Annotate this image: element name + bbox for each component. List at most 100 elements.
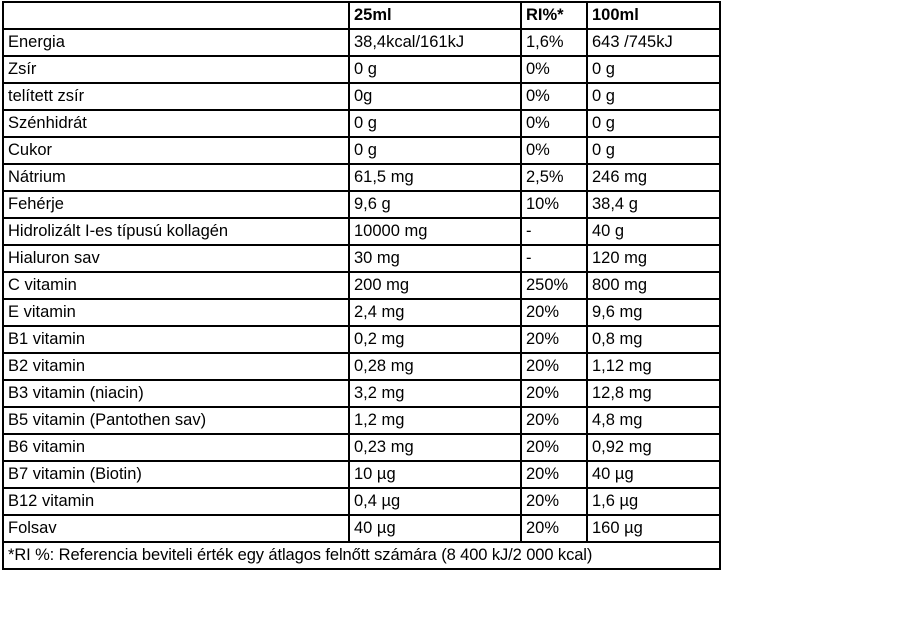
value-ri-percent: 0% [520,82,588,111]
value-ri-percent: 0% [520,136,588,165]
value-100ml: 0,92 mg [586,433,721,462]
value-100ml: 0 g [586,109,721,138]
table-row: Szénhidrát 0 g 0% 0 g [2,109,721,138]
table-row: Nátrium 61,5 mg 2,5% 246 mg [2,163,721,192]
table-row: Energia 38,4kcal/161kJ 1,6% 643 /745kJ [2,28,721,57]
value-25ml: 1,2 mg [348,406,522,435]
value-25ml: 30 mg [348,244,522,273]
value-100ml: 1,6 µg [586,487,721,516]
value-ri-percent: 20% [520,433,588,462]
ri-footnote: *RI %: Referencia beviteli érték egy átl… [2,541,721,570]
value-25ml: 61,5 mg [348,163,522,192]
column-header-100ml: 100ml [586,1,721,30]
table-row: Fehérje 9,6 g 10% 38,4 g [2,190,721,219]
value-25ml: 0g [348,82,522,111]
table-row: E vitamin 2,4 mg 20% 9,6 mg [2,298,721,327]
value-25ml: 9,6 g [348,190,522,219]
value-25ml: 0,28 mg [348,352,522,381]
value-25ml: 0,2 mg [348,325,522,354]
value-100ml: 12,8 mg [586,379,721,408]
table-row: B6 vitamin 0,23 mg 20% 0,92 mg [2,433,721,462]
nutrient-label: B2 vitamin [2,352,350,381]
value-100ml: 1,12 mg [586,352,721,381]
table-body: 25ml RI%* 100ml Energia 38,4kcal/161kJ 1,6% 64… [2,1,721,570]
value-100ml: 643 /745kJ [586,28,721,57]
table-row: Cukor 0 g 0% 0 g [2,136,721,165]
nutrition-facts-table: 25ml RI%* 100ml Energia 38,4kcal/161kJ 1,6% 64… [2,1,721,570]
nutrient-label: Folsav [2,514,350,543]
table-row: telített zsír 0g 0% 0 g [2,82,721,111]
nutrition-table-container: 25ml RI%* 100ml Energia 38,4kcal/161kJ 1,6% 64… [2,1,721,570]
value-ri-percent: - [520,217,588,246]
value-ri-percent: 250% [520,271,588,300]
value-100ml: 4,8 mg [586,406,721,435]
table-row: B7 vitamin (Biotin) 10 µg 20% 40 µg [2,460,721,489]
value-25ml: 10000 mg [348,217,522,246]
nutrient-label: Szénhidrát [2,109,350,138]
nutrient-label: telített zsír [2,82,350,111]
value-ri-percent: 20% [520,406,588,435]
nutrient-label: B12 vitamin [2,487,350,516]
table-header-row: 25ml RI%* 100ml [2,1,721,30]
value-100ml: 160 µg [586,514,721,543]
value-ri-percent: 1,6% [520,28,588,57]
value-ri-percent: 0% [520,109,588,138]
nutrient-label: B3 vitamin (niacin) [2,379,350,408]
value-ri-percent: 10% [520,190,588,219]
value-100ml: 0 g [586,82,721,111]
nutrient-label: Hialuron sav [2,244,350,273]
value-100ml: 40 g [586,217,721,246]
nutrient-label: Hidrolizált I-es típusú kollagén [2,217,350,246]
value-ri-percent: 20% [520,379,588,408]
value-25ml: 0 g [348,109,522,138]
footnote-row: *RI %: Referencia beviteli érték egy átl… [2,541,721,570]
table-row: B5 vitamin (Pantothen sav) 1,2 mg 20% 4,8 m… [2,406,721,435]
table-row: C vitamin 200 mg 250% 800 mg [2,271,721,300]
table-row: Folsav 40 µg 20% 160 µg [2,514,721,543]
value-ri-percent: 0% [520,55,588,84]
table-row: Hialuron sav 30 mg -120 mg [2,244,721,273]
value-25ml: 3,2 mg [348,379,522,408]
table-row: B3 vitamin (niacin) 3,2 mg 20% 12,8 mg [2,379,721,408]
value-25ml: 200 mg [348,271,522,300]
table-row: Zsír 0 g 0% 0 g [2,55,721,84]
value-ri-percent: 20% [520,514,588,543]
value-100ml: 0 g [586,136,721,165]
table-row: B1 vitamin 0,2 mg 20% 0,8 mg [2,325,721,354]
value-ri-percent: 20% [520,325,588,354]
value-25ml: 0,4 µg [348,487,522,516]
value-ri-percent: 20% [520,487,588,516]
value-100ml: 40 µg [586,460,721,489]
value-25ml: 2,4 mg [348,298,522,327]
table-row: B12 vitamin 0,4 µg 20% 1,6 µg [2,487,721,516]
value-ri-percent: 2,5% [520,163,588,192]
value-ri-percent: 20% [520,352,588,381]
nutrient-label: Cukor [2,136,350,165]
nutrient-label: B7 vitamin (Biotin) [2,460,350,489]
nutrient-label: Nátrium [2,163,350,192]
value-100ml: 246 mg [586,163,721,192]
value-25ml: 38,4kcal/161kJ [348,28,522,57]
value-25ml: 40 µg [348,514,522,543]
value-ri-percent: 20% [520,298,588,327]
nutrient-label: C vitamin [2,271,350,300]
value-ri-percent: - [520,244,588,273]
nutrient-label: Zsír [2,55,350,84]
value-100ml: 38,4 g [586,190,721,219]
value-100ml: 9,6 mg [586,298,721,327]
value-100ml: 0,8 mg [586,325,721,354]
value-ri-percent: 20% [520,460,588,489]
column-header-blank [2,1,350,30]
value-25ml: 0,23 mg [348,433,522,462]
nutrient-label: B1 vitamin [2,325,350,354]
value-25ml: 10 µg [348,460,522,489]
nutrient-label: Energia [2,28,350,57]
table-row: Hidrolizált I-es típusú kollagén 10000 mg… [2,217,721,246]
nutrient-label: B5 vitamin (Pantothen sav) [2,406,350,435]
table-row: B2 vitamin 0,28 mg 20% 1,12 mg [2,352,721,381]
value-25ml: 0 g [348,55,522,84]
nutrient-label: B6 vitamin [2,433,350,462]
column-header-25ml: 25ml [348,1,522,30]
value-100ml: 800 mg [586,271,721,300]
value-100ml: 0 g [586,55,721,84]
